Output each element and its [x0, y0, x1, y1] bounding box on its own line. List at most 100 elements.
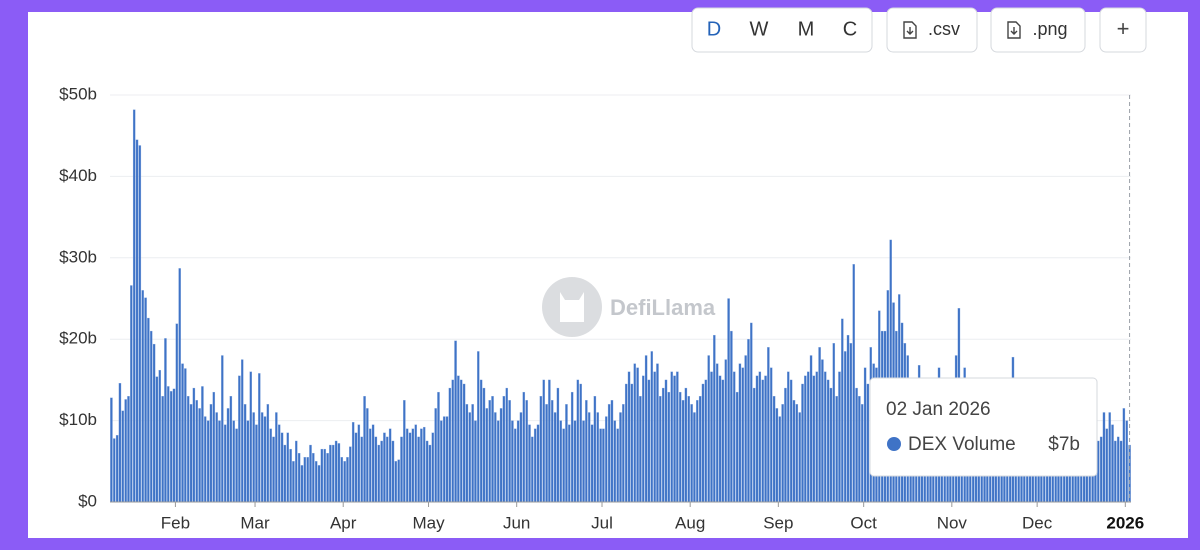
bar [644, 355, 648, 503]
bar [630, 383, 634, 503]
bar [354, 432, 358, 503]
x-tick-label: Apr [330, 513, 357, 532]
bar [647, 379, 651, 503]
bar [1116, 436, 1120, 503]
bar [332, 444, 335, 503]
bar [192, 387, 196, 503]
bar [858, 396, 861, 503]
bar [431, 432, 435, 503]
bar [124, 399, 127, 503]
x-tick-label: Aug [675, 513, 705, 532]
bar [238, 375, 241, 503]
bar [454, 340, 457, 503]
period-button[interactable]: C [843, 18, 857, 40]
bar [713, 334, 716, 503]
bar [568, 424, 571, 503]
bar [482, 387, 486, 503]
bar [1105, 428, 1109, 503]
bar [841, 318, 844, 503]
bar [337, 443, 341, 503]
add-label[interactable]: + [1117, 16, 1130, 41]
bar [770, 367, 773, 503]
bar [724, 359, 727, 503]
bar [215, 412, 218, 503]
watermark-text: DefiLlama [610, 295, 716, 320]
bar [809, 355, 813, 503]
bar [505, 387, 508, 503]
bar [778, 416, 781, 503]
bar [360, 436, 363, 503]
bar [369, 428, 372, 503]
bar [391, 440, 395, 503]
x-tick-label: Sep [763, 513, 793, 532]
bar [747, 339, 750, 503]
bar [403, 400, 406, 503]
bar [371, 424, 375, 503]
bar [425, 440, 429, 503]
x-tick-label: Jul [591, 513, 613, 532]
bar [755, 375, 759, 503]
bar [656, 363, 659, 503]
bar [320, 448, 324, 503]
bar [263, 416, 267, 503]
bar [679, 391, 682, 503]
bar [462, 383, 466, 503]
bar [206, 420, 210, 503]
bar [226, 408, 230, 503]
bar [314, 461, 318, 503]
bar [471, 404, 474, 503]
bar [587, 412, 591, 503]
bar [417, 436, 420, 503]
bar [821, 359, 824, 503]
bar [553, 412, 557, 503]
bar [138, 145, 142, 503]
bar [826, 379, 830, 503]
bar [383, 432, 386, 503]
bar [852, 264, 855, 503]
tooltip-box [869, 377, 1098, 477]
bar [761, 379, 764, 503]
bar [169, 391, 173, 503]
bar [132, 109, 136, 503]
bar [195, 400, 198, 503]
bar [718, 375, 722, 503]
bar [855, 387, 858, 503]
bar [693, 412, 696, 503]
bar [622, 404, 625, 503]
bar [1114, 440, 1117, 503]
bar [619, 412, 622, 503]
csv-button[interactable] [886, 7, 978, 53]
period-button[interactable]: M [798, 18, 815, 40]
bar [152, 343, 156, 503]
png-button[interactable] [990, 7, 1086, 53]
bar [792, 400, 796, 503]
y-tick-label: $40b [59, 166, 97, 185]
bar [846, 334, 850, 503]
png-label[interactable]: .png [1032, 19, 1067, 39]
bar [585, 400, 588, 503]
bar [283, 444, 287, 503]
bar [388, 428, 392, 503]
x-tick-label: Feb [161, 513, 190, 532]
bar [832, 343, 836, 503]
period-button[interactable]: W [750, 18, 769, 40]
x-tick-label: Nov [937, 513, 968, 532]
bar [110, 397, 113, 503]
add-button[interactable] [1099, 7, 1147, 53]
period-button[interactable]: D [707, 18, 721, 40]
bar [730, 330, 733, 503]
csv-label[interactable]: .csv [928, 19, 960, 39]
bar [440, 420, 443, 503]
bar [386, 436, 389, 503]
bar [590, 424, 594, 503]
bar [198, 408, 201, 503]
bar [155, 376, 159, 503]
y-tick-label: $50b [59, 84, 97, 103]
bar [423, 426, 426, 503]
bar [460, 379, 463, 503]
bar [798, 412, 801, 503]
bar [420, 428, 423, 503]
bar [428, 444, 432, 503]
bar [323, 448, 326, 503]
